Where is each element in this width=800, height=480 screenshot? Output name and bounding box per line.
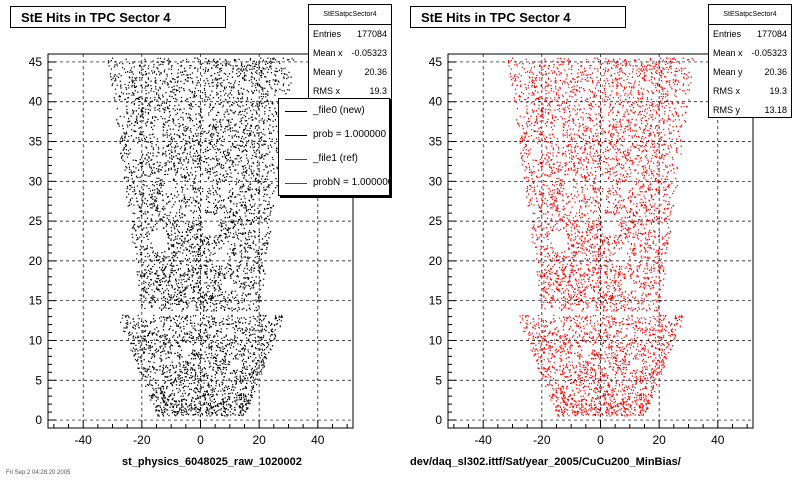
stats-row-mean-x: Mean x -0.05323 [713, 48, 787, 58]
stats-name: StESatpcSector4 [309, 5, 391, 25]
left-pad: StE Hits in TPC Sector 4 -40 -20 0 20 40 0 5 10… [6, 4, 392, 476]
right-pad: StE Hits in TPC Sector 4 -40 -20 0 20 40 0 5 10… [400, 0, 800, 480]
y-tick-label: 45 [429, 55, 443, 69]
stats-row-rms-x: RMS x 19.3 [713, 86, 787, 96]
stats-row-entries: Entries 177084 [713, 29, 787, 39]
y-tick-label: 30 [29, 174, 43, 188]
y-tick-label: 45 [29, 55, 43, 69]
y-tick-label: 25 [29, 214, 43, 228]
chart-title: StE Hits in TPC Sector 4 [410, 6, 626, 28]
y-tick-label: 5 [435, 373, 442, 387]
stats-row-mean-x: Mean x -0.05323 [313, 48, 387, 58]
x-tick-label: 20 [252, 433, 266, 447]
stats-row-rms-x: RMS x 19.3 [313, 86, 387, 96]
y-tick-label: 15 [429, 294, 443, 308]
stats-row-entries: Entries 177084 [313, 29, 387, 39]
y-tick-label: 10 [29, 333, 43, 347]
hit-points [107, 57, 295, 417]
y-tick-label: 35 [429, 135, 443, 149]
stats-box: StESatpcSector4 Entries 177084 Mean x -0.0… [708, 4, 792, 118]
x-tick-label: -20 [133, 433, 151, 447]
scatter-plot-ref: -40 -20 0 20 40 0 5 10 15 20 25 30 35 40 45 [429, 53, 754, 447]
y-tick-label: 0 [35, 413, 42, 427]
chart-title: StE Hits in TPC Sector 4 [10, 6, 226, 28]
legend-entry-file1: _file1 (ref) [279, 147, 389, 171]
scatter-plot-new: -40 -20 0 20 40 0 5 10 15 20 25 30 35 40 45 [29, 53, 354, 447]
stats-row-rms-y: RMS y 13.18 [713, 105, 787, 115]
y-tick-label: 20 [29, 254, 43, 268]
y-tick-label: 35 [29, 135, 43, 149]
stats-row-mean-y: Mean y 20.36 [713, 67, 787, 77]
y-tick-label: 5 [35, 373, 42, 387]
stats-name: StESatpcSector4 [709, 5, 791, 25]
x-tick-label: 0 [197, 433, 204, 447]
legend-entry-file0: _file0 (new) [279, 99, 389, 123]
footer-path: dev/daq_sl302.ittf/Sat/year_2005/CuCu200… [410, 456, 681, 468]
y-tick-label: 30 [429, 174, 443, 188]
stats-box: StESatpcSector4 Entries 177084 Mean x -0.0… [308, 4, 392, 100]
x-tick-label: 40 [311, 433, 325, 447]
legend: _file0 (new) prob = 1.000000 _file1 (ref… [278, 98, 390, 196]
x-tick-label: -40 [75, 433, 93, 447]
stats-row-mean-y: Mean y 20.36 [313, 67, 387, 77]
legend-entry-probn: probN = 1.000000 [279, 171, 389, 195]
y-tick-label: 0 [435, 413, 442, 427]
x-tick-label: 20 [652, 433, 666, 447]
x-tick-label: 40 [711, 433, 725, 447]
footer-filename: st_physics_6048025_raw_1020002 [122, 456, 302, 468]
x-tick-label: -20 [533, 433, 551, 447]
legend-entry-prob: prob = 1.000000 [279, 123, 389, 147]
y-tick-label: 10 [429, 333, 443, 347]
y-tick-label: 20 [429, 254, 443, 268]
x-tick-label: 0 [597, 433, 604, 447]
y-tick-label: 40 [29, 95, 43, 109]
corner-date: Fri Sep 2 04:28:20 2005 [6, 470, 71, 476]
x-tick-label: -40 [475, 433, 493, 447]
y-tick-label: 25 [429, 214, 443, 228]
y-tick-label: 40 [429, 95, 443, 109]
y-tick-label: 15 [29, 294, 43, 308]
hit-points [507, 57, 695, 417]
